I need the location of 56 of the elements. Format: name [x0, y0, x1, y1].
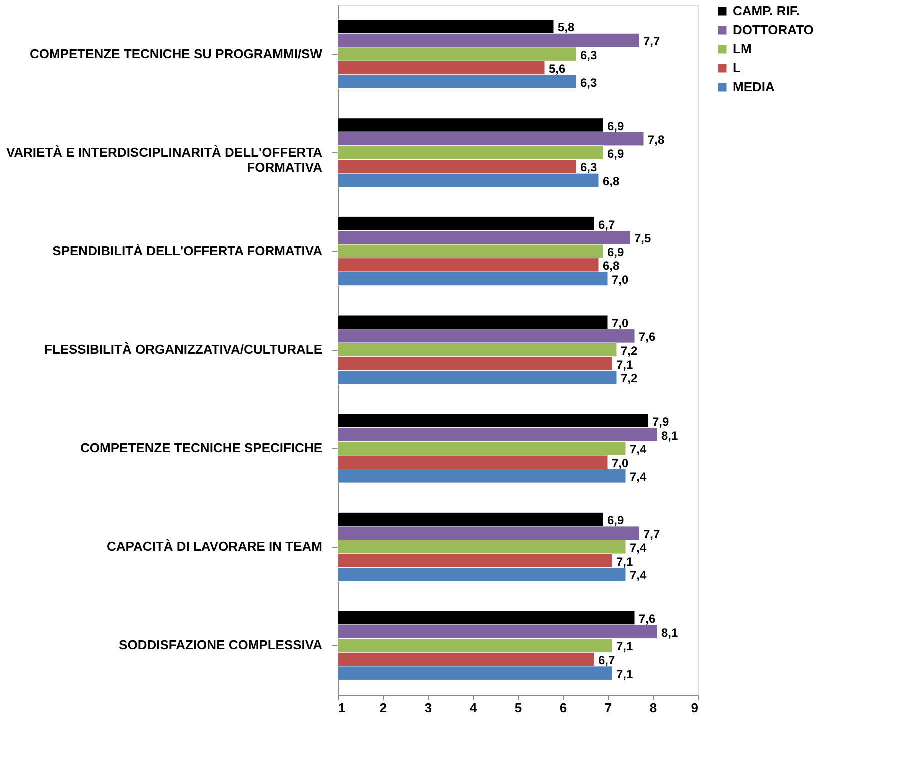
- data-label: 6,7: [598, 654, 616, 668]
- x-tick-label: 6: [560, 700, 568, 716]
- data-label: 7,4: [630, 442, 648, 457]
- x-tick-label: 8: [650, 700, 658, 716]
- legend-label: L: [733, 60, 741, 76]
- data-label: 6,7: [598, 218, 616, 232]
- data-label: 7,4: [630, 568, 648, 583]
- data-label: 8,1: [662, 626, 679, 640]
- x-tick-label: 4: [470, 700, 478, 716]
- y-tick-label: SODDISFAZIONE COMPLESSIVA: [119, 638, 324, 653]
- data-label: 6,3: [580, 160, 598, 175]
- y-tick-label: VARIETÀ E INTERDISCIPLINARITÀ DELL'OFFERTA FORMATIVA: [6, 144, 324, 175]
- data-label: 6,8: [603, 259, 620, 274]
- data-label: 6,9: [608, 245, 625, 260]
- data-label: 6,8: [603, 174, 620, 188]
- data-label: 5,6: [549, 62, 566, 76]
- data-label: 7,4: [630, 470, 648, 484]
- data-label: 6,3: [580, 48, 598, 62]
- data-label: 5,8: [558, 20, 576, 35]
- legend-label: DOTTORATO: [733, 22, 814, 38]
- data-label: 6,9: [608, 146, 625, 161]
- x-tick-label: 5: [514, 700, 522, 716]
- y-tick-label: COMPETENZE TECNICHE SU PROGRAMMI/SW: [30, 46, 324, 62]
- data-label: 6,9: [608, 119, 625, 134]
- legend-label: CAMP. RIF.: [733, 4, 800, 18]
- legend-label: LM: [733, 42, 752, 56]
- data-label: 7,0: [612, 273, 630, 288]
- y-tick-label: SPENDIBILITÀ DELL'OFFERTA FORMATIVA: [52, 243, 324, 258]
- data-label: 7,0: [612, 316, 630, 330]
- data-label: 6,9: [608, 514, 625, 528]
- data-label: 7,1: [616, 358, 634, 372]
- x-tick-label: 7: [604, 700, 612, 716]
- y-tick-label: CAPACITÀ DI LAVORARE IN TEAM: [107, 539, 322, 554]
- x-tick-label: 1: [338, 700, 346, 716]
- legend-label: MEDIA: [733, 80, 776, 94]
- data-label: 7,0: [612, 456, 630, 470]
- data-label: 7,9: [652, 414, 670, 429]
- data-label: 6,3: [580, 76, 598, 90]
- data-label: 8,1: [662, 428, 679, 443]
- data-label: 7,1: [616, 554, 634, 569]
- x-tick-label: 3: [424, 700, 432, 716]
- x-tick-label: 9: [691, 700, 698, 716]
- data-label: 7,7: [644, 527, 661, 542]
- x-tick-label: 2: [380, 700, 388, 716]
- data-label: 7,1: [616, 667, 634, 682]
- data-label: 7,7: [644, 34, 661, 48]
- data-label: 7,6: [639, 330, 656, 344]
- data-label: 7,2: [621, 372, 638, 386]
- data-label: 7,2: [621, 344, 638, 358]
- data-label: 7,4: [630, 541, 648, 556]
- y-tick-label: FLESSIBILITÀ ORGANIZZATIVA/CULTURALE: [44, 342, 323, 357]
- data-label: 7,5: [634, 232, 652, 246]
- data-label: 7,8: [648, 133, 666, 148]
- y-tick-label: COMPETENZE TECNICHE SPECIFICHE: [80, 440, 323, 456]
- data-label: 7,6: [639, 612, 656, 626]
- data-label: 7,1: [616, 640, 634, 654]
